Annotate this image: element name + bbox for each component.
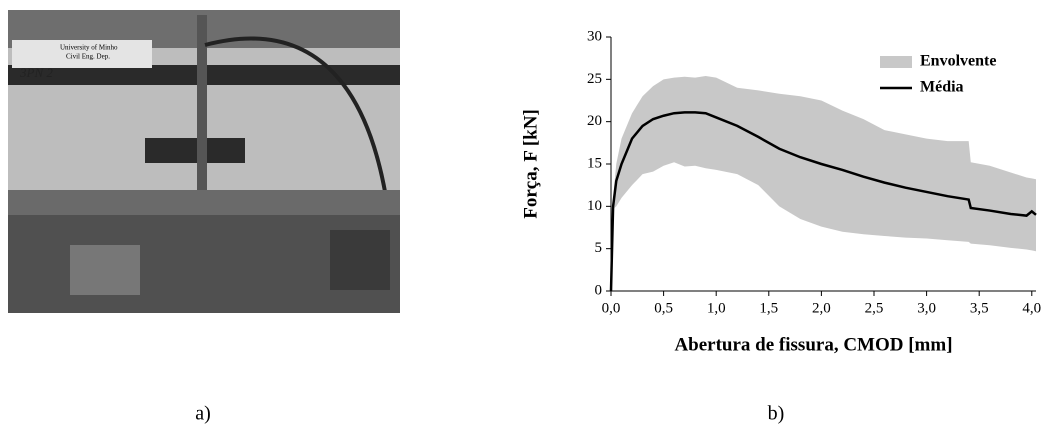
y-tick-label: 5 bbox=[595, 240, 603, 256]
x-tick-label: 1,5 bbox=[759, 300, 778, 316]
photo-text: Civil Eng. Dep. bbox=[66, 53, 110, 61]
photo-text: 3PN 2 bbox=[19, 65, 53, 80]
x-tick-label: 1,0 bbox=[707, 300, 726, 316]
y-tick-label: 10 bbox=[587, 198, 602, 214]
photo-device bbox=[70, 245, 140, 295]
photo-plate bbox=[145, 138, 245, 163]
x-tick-label: 3,0 bbox=[917, 300, 936, 316]
x-tick-label: 0,0 bbox=[602, 300, 621, 316]
photo-support bbox=[330, 230, 390, 290]
x-tick-label: 0,5 bbox=[654, 300, 673, 316]
chart: 0 5 10 15 20 25 30 0,0 0,5 1,0 1,5 2,0 2,5 3,0 3,5 4,0 A… bbox=[520, 28, 1041, 355]
legend-swatch bbox=[880, 56, 912, 68]
mean-line bbox=[609, 111, 1037, 292]
legend-label: Média bbox=[920, 79, 964, 96]
y-tick-label: 25 bbox=[587, 71, 602, 87]
photo-rod bbox=[197, 15, 207, 205]
y-axis-label: Força, F [kN] bbox=[520, 109, 541, 219]
y-tick-label: 0 bbox=[595, 282, 603, 298]
x-tick-label: 2,0 bbox=[812, 300, 831, 316]
photo-beam-bottom bbox=[8, 190, 400, 215]
x-tick-label: 2,5 bbox=[865, 300, 884, 316]
photo-text: University of Minho bbox=[60, 44, 118, 52]
x-tick-label: 3,5 bbox=[970, 300, 989, 316]
x-tick-label: 4,0 bbox=[1022, 300, 1041, 316]
photo: University of Minho Civil Eng. Dep. 3PN … bbox=[8, 10, 400, 313]
y-tick-label: 30 bbox=[587, 28, 602, 44]
caption: a) bbox=[195, 403, 211, 425]
photo-label bbox=[12, 40, 152, 68]
caption: b) bbox=[768, 403, 785, 425]
y-tick-label: 20 bbox=[587, 113, 602, 129]
y-tick-label: 15 bbox=[587, 155, 602, 171]
x-axis-label: Abertura de fissura, CMOD [mm] bbox=[674, 334, 952, 355]
envelope-area bbox=[611, 75, 1036, 291]
legend-label: Envolvente bbox=[920, 53, 996, 70]
